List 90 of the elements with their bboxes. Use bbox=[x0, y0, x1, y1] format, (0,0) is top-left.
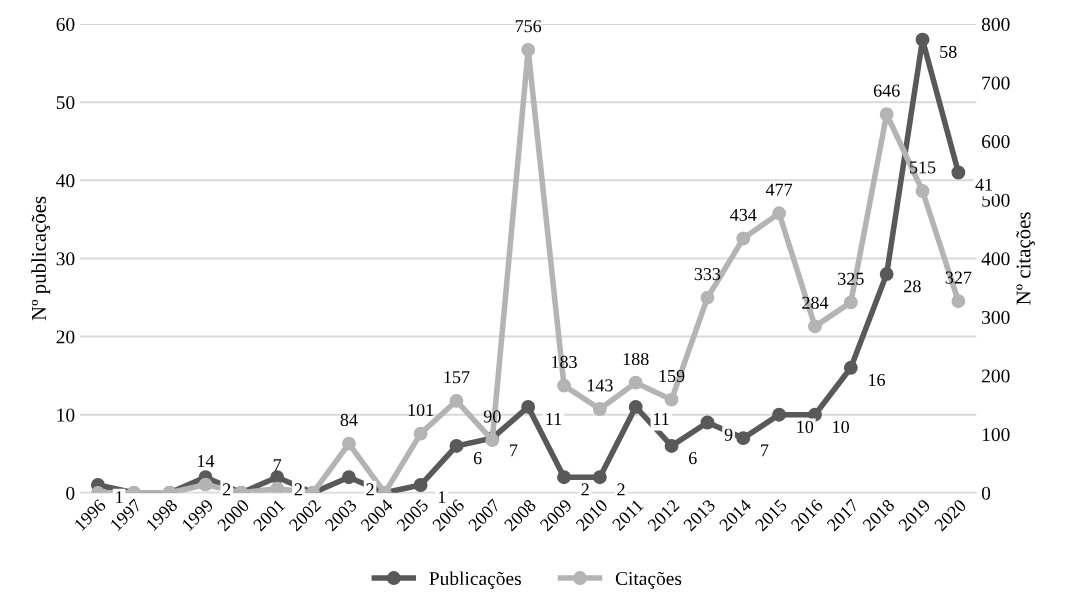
point bbox=[341, 436, 356, 451]
y-tick-label: 20 bbox=[56, 330, 75, 344]
point bbox=[736, 431, 751, 446]
point bbox=[700, 415, 715, 430]
legend-label: Publicações bbox=[429, 571, 521, 590]
data-label: 28 bbox=[904, 280, 921, 293]
point bbox=[915, 184, 930, 198]
point bbox=[808, 319, 822, 334]
point bbox=[628, 375, 643, 390]
y-tick-label: 40 bbox=[56, 174, 75, 188]
point bbox=[664, 438, 679, 453]
data-label: 7 bbox=[273, 459, 282, 471]
point bbox=[628, 399, 643, 414]
data-label: 84 bbox=[340, 413, 358, 427]
data-label: 183 bbox=[552, 355, 577, 369]
data-label: 515 bbox=[910, 161, 936, 174]
data-label: 143 bbox=[587, 379, 613, 392]
point bbox=[521, 399, 536, 414]
data-label: 188 bbox=[623, 352, 649, 366]
y-tick-label: 50 bbox=[56, 95, 75, 110]
data-label: 14 bbox=[198, 454, 215, 467]
data-label: 101 bbox=[408, 403, 434, 417]
point bbox=[413, 426, 428, 441]
y2-tick-label: 400 bbox=[981, 252, 1010, 266]
y2-tick-label: 100 bbox=[982, 428, 1010, 442]
data-label: 434 bbox=[730, 208, 757, 221]
data-label: 327 bbox=[945, 271, 972, 284]
data-label: 325 bbox=[838, 272, 864, 285]
y2-tick-label: 300 bbox=[982, 310, 1010, 324]
data-label: 159 bbox=[659, 369, 685, 383]
data-label: 10 bbox=[797, 420, 814, 433]
data-label: 10 bbox=[833, 420, 850, 433]
data-label: 333 bbox=[694, 268, 721, 281]
y2-tick-label: 0 bbox=[981, 486, 991, 500]
point bbox=[592, 402, 607, 416]
point bbox=[700, 290, 715, 305]
point bbox=[772, 407, 787, 422]
point bbox=[270, 470, 285, 485]
point bbox=[915, 32, 930, 47]
point bbox=[843, 360, 858, 375]
y-tick-label: 60 bbox=[56, 17, 75, 31]
data-label: 646 bbox=[873, 84, 900, 97]
point bbox=[736, 231, 751, 246]
data-label: 11 bbox=[653, 413, 669, 425]
data-label: 9 bbox=[724, 428, 733, 441]
point bbox=[270, 481, 285, 493]
point bbox=[772, 206, 787, 221]
data-label: 2 bbox=[617, 483, 625, 496]
data-label: 7 bbox=[510, 444, 518, 457]
y-tick-label: 0 bbox=[66, 486, 75, 500]
point bbox=[521, 42, 536, 57]
data-label: 2 bbox=[581, 483, 589, 496]
data-label: 6 bbox=[689, 452, 697, 465]
data-label: 58 bbox=[940, 45, 957, 58]
point bbox=[198, 477, 213, 492]
point bbox=[449, 393, 464, 408]
data-label: 2 bbox=[294, 483, 302, 496]
point bbox=[413, 478, 428, 492]
point bbox=[951, 294, 966, 309]
y2-axis-title: Nº citações bbox=[1016, 212, 1035, 305]
point bbox=[557, 378, 571, 393]
y2-tick-label: 700 bbox=[982, 76, 1010, 90]
y-tick-label: 10 bbox=[57, 408, 75, 422]
point bbox=[843, 295, 858, 310]
data-label: 90 bbox=[483, 410, 501, 423]
y-axis-title: Nº publicações bbox=[31, 196, 51, 321]
data-label: 2 bbox=[222, 483, 231, 496]
point bbox=[664, 392, 679, 407]
legend-label: Citações bbox=[615, 571, 682, 590]
data-label: 2 bbox=[366, 483, 374, 496]
data-label: 16 bbox=[869, 373, 886, 387]
data-label: 7 bbox=[761, 444, 769, 457]
point bbox=[557, 470, 571, 485]
y2-tick-label: 800 bbox=[981, 17, 1010, 31]
point bbox=[879, 107, 894, 122]
data-label: 284 bbox=[802, 296, 829, 309]
data-label: 477 bbox=[765, 183, 793, 196]
y2-tick-label: 200 bbox=[982, 369, 1010, 383]
data-label: 11 bbox=[546, 413, 562, 425]
data-label: 41 bbox=[975, 178, 993, 191]
point bbox=[951, 165, 966, 180]
data-label: 756 bbox=[515, 20, 542, 33]
point bbox=[592, 470, 607, 485]
point bbox=[449, 438, 464, 453]
y2-tick-label: 600 bbox=[982, 135, 1010, 149]
y-tick-label: 30 bbox=[56, 252, 75, 266]
data-label: 157 bbox=[444, 371, 470, 384]
point bbox=[341, 470, 356, 485]
point bbox=[879, 267, 894, 282]
data-label: 6 bbox=[473, 452, 482, 465]
